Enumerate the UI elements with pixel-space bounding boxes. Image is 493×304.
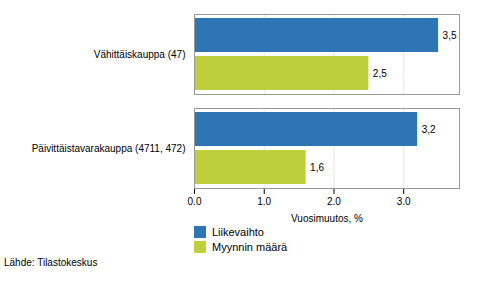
- svg-text:1.0: 1.0: [257, 196, 271, 207]
- svg-text:Vähittäiskauppa (47): Vähittäiskauppa (47): [94, 49, 186, 60]
- svg-text:Vuosimuutos, %: Vuosimuutos, %: [291, 213, 363, 224]
- html-text:Liikevaihto: Liikevaihto: [212, 226, 264, 238]
- html-text:Myynnin määrä: Myynnin määrä: [212, 241, 288, 253]
- svg-text:3.0: 3.0: [397, 196, 411, 207]
- svg-text:2.0: 2.0: [327, 196, 341, 207]
- svg-text:2,5: 2,5: [373, 68, 387, 79]
- html-text:Lähde: Tilastokeskus: Lähde: Tilastokeskus: [4, 257, 98, 268]
- svg-text:0.0: 0.0: [188, 196, 202, 207]
- svg-text:3,2: 3,2: [422, 124, 436, 135]
- svg-text:3,5: 3,5: [443, 30, 457, 41]
- svg-text:1,6: 1,6: [310, 162, 324, 173]
- svg-text:Päivittäistavarakauppa (4711,: Päivittäistavarakauppa (4711, 472): [32, 143, 186, 154]
